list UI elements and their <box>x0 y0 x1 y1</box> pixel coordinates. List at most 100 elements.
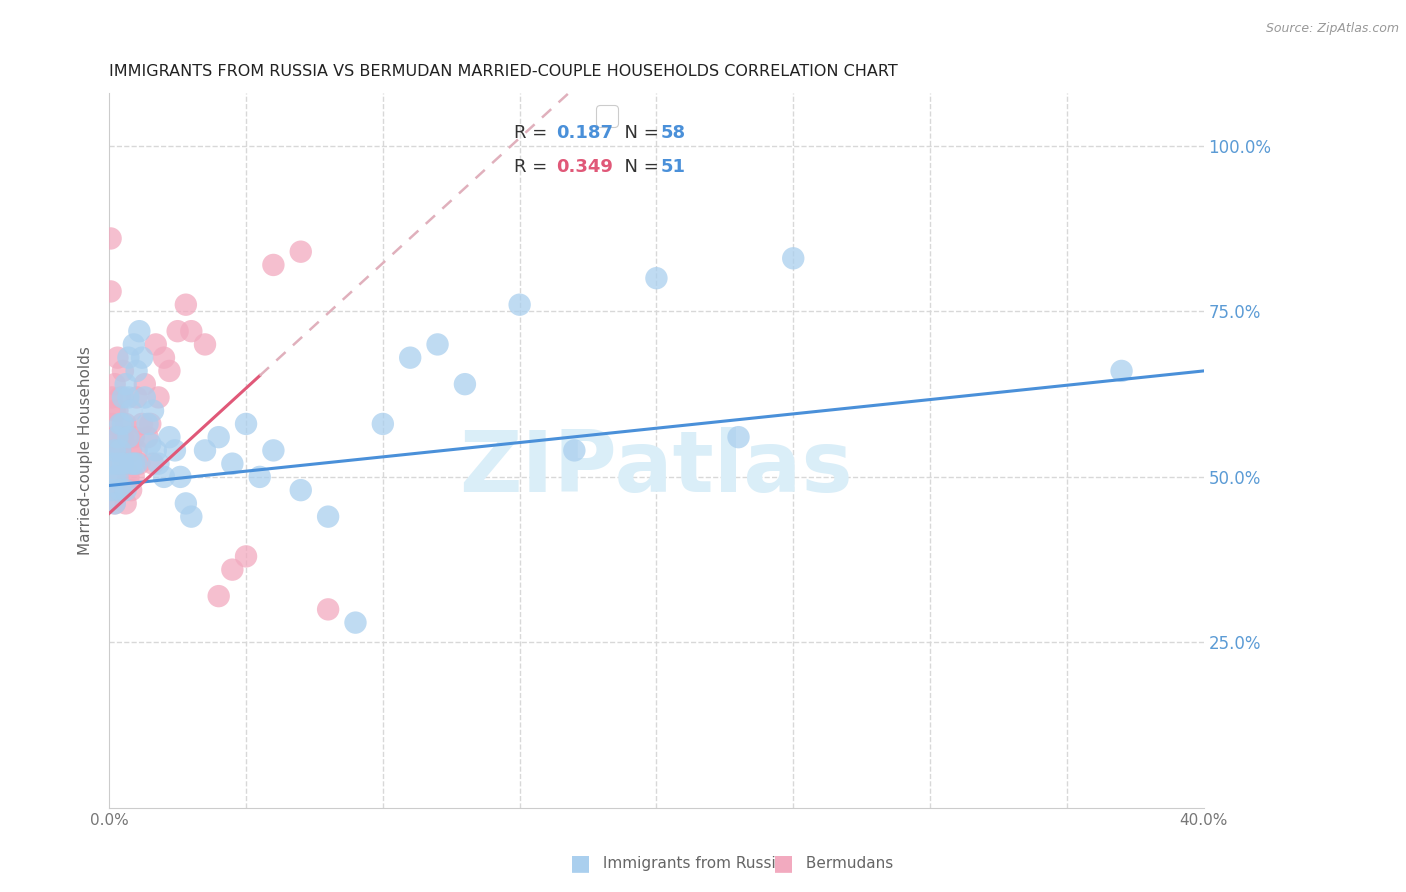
Point <box>142 403 165 417</box>
Point <box>120 443 142 458</box>
Text: N =: N = <box>613 124 664 142</box>
Point <box>111 430 134 444</box>
Point <box>134 391 156 405</box>
Point <box>108 391 131 405</box>
Point <box>120 457 142 471</box>
Text: 0.187: 0.187 <box>555 124 613 142</box>
Point <box>101 483 124 497</box>
Point <box>100 285 122 299</box>
Point <box>159 430 181 444</box>
Point <box>114 417 136 431</box>
Text: IMMIGRANTS FROM RUSSIA VS BERMUDAN MARRIED-COUPLE HOUSEHOLDS CORRELATION CHART: IMMIGRANTS FROM RUSSIA VS BERMUDAN MARRI… <box>110 64 898 79</box>
Point <box>117 430 139 444</box>
Point <box>145 443 167 458</box>
Point <box>107 457 129 471</box>
Point <box>128 457 150 471</box>
Point <box>136 417 159 431</box>
Point <box>148 457 170 471</box>
Text: ZIPatlas: ZIPatlas <box>460 426 853 510</box>
Point <box>208 589 231 603</box>
Text: ■: ■ <box>773 854 794 873</box>
Point <box>122 337 145 351</box>
Point <box>111 457 134 471</box>
Point <box>174 298 197 312</box>
Point <box>235 417 257 431</box>
Point <box>114 457 136 471</box>
Point <box>107 457 129 471</box>
Point <box>316 509 339 524</box>
Point <box>134 377 156 392</box>
Point <box>262 258 284 272</box>
Point <box>108 443 131 458</box>
Point <box>111 364 134 378</box>
Point <box>180 509 202 524</box>
Legend:  <box>596 105 619 127</box>
Point <box>107 403 129 417</box>
Point <box>1111 364 1133 378</box>
Point <box>120 403 142 417</box>
Point <box>111 457 134 471</box>
Point <box>194 337 217 351</box>
Point <box>166 324 188 338</box>
Point <box>131 417 153 431</box>
Point <box>111 391 134 405</box>
Point <box>371 417 394 431</box>
Point <box>208 430 231 444</box>
Point <box>104 496 127 510</box>
Point <box>136 430 159 444</box>
Point <box>344 615 367 630</box>
Text: Bermudans: Bermudans <box>801 856 894 871</box>
Point <box>564 443 586 458</box>
Point <box>101 391 124 405</box>
Point <box>114 483 136 497</box>
Point <box>104 496 127 510</box>
Point <box>120 483 142 497</box>
Point <box>107 351 129 365</box>
Point <box>125 457 148 471</box>
Point <box>426 337 449 351</box>
Text: R =: R = <box>515 124 553 142</box>
Point <box>180 324 202 338</box>
Text: R =: R = <box>515 158 553 176</box>
Point <box>117 430 139 444</box>
Point <box>139 437 162 451</box>
Point <box>148 391 170 405</box>
Point <box>101 457 124 471</box>
Point <box>139 417 162 431</box>
Point <box>174 496 197 510</box>
Point <box>101 470 124 484</box>
Point <box>454 377 477 392</box>
Point <box>316 602 339 616</box>
Text: 0.349: 0.349 <box>555 158 613 176</box>
Point <box>142 457 165 471</box>
Point <box>163 443 186 458</box>
Point <box>122 470 145 484</box>
Point <box>101 443 124 458</box>
Point <box>111 417 134 431</box>
Point <box>122 430 145 444</box>
Point <box>125 443 148 458</box>
Point <box>104 377 127 392</box>
Point <box>100 231 122 245</box>
Point <box>235 549 257 564</box>
Point <box>221 457 243 471</box>
Point <box>104 443 127 458</box>
Point <box>125 391 148 405</box>
Point <box>107 430 129 444</box>
Point <box>169 470 191 484</box>
Point <box>122 457 145 471</box>
Point <box>108 417 131 431</box>
Point <box>108 483 131 497</box>
Point <box>194 443 217 458</box>
Text: 58: 58 <box>661 124 686 142</box>
Point <box>107 470 129 484</box>
Point <box>125 364 148 378</box>
Point <box>153 470 176 484</box>
Point <box>290 483 312 497</box>
Point <box>509 298 531 312</box>
Point <box>104 470 127 484</box>
Point <box>782 252 804 266</box>
Point <box>153 351 176 365</box>
Point <box>645 271 668 285</box>
Point <box>399 351 422 365</box>
